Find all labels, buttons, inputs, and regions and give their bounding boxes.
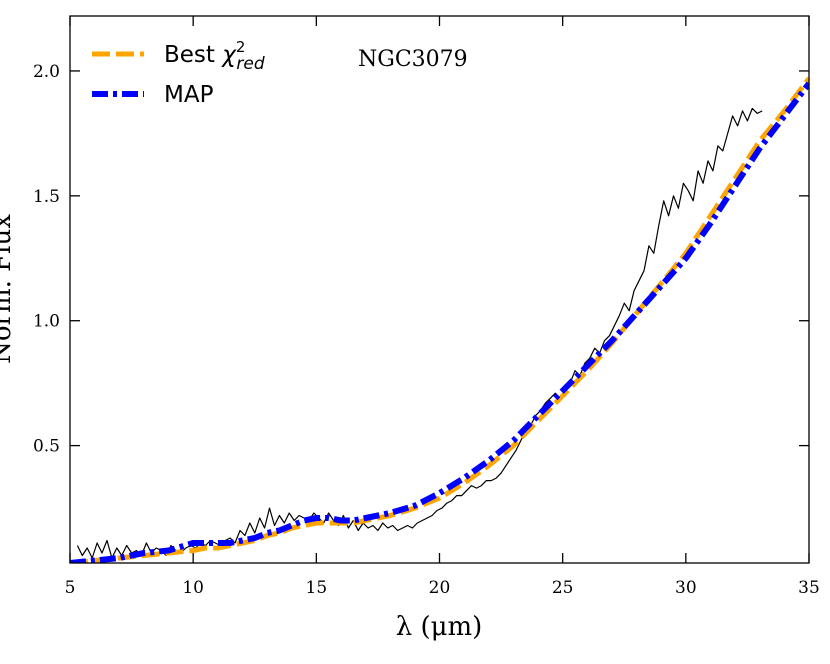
x-tick-label: 30: [675, 578, 697, 598]
x-tick-label: 20: [429, 578, 451, 598]
annotation-label: NGC3079: [358, 47, 468, 72]
y-tick-label: 0.5: [33, 437, 60, 457]
y-tick-label: 1.0: [33, 312, 60, 332]
series-line-observed: [76, 107, 763, 559]
x-tick-label: 10: [182, 578, 204, 598]
legend-label-best: Best χ2 red: [164, 38, 265, 74]
x-tick-label: 25: [552, 578, 574, 598]
y-tick-label: 1.5: [33, 187, 60, 207]
series-line-dashdot: [70, 81, 809, 563]
x-tick-label: 5: [65, 578, 76, 598]
x-axis-label: λ (μm): [396, 612, 483, 642]
axis-ticks: 5 10 15 20 25 30 35 0.5 1.0 1.5 2.0: [33, 16, 820, 598]
x-tick-label: 35: [798, 578, 820, 598]
y-axis-label: Norm. Flux: [0, 214, 17, 364]
x-tick-label: 15: [306, 578, 328, 598]
legend: Best χ2 red MAP: [92, 38, 265, 108]
y-tick-label: 2.0: [33, 62, 60, 82]
legend-label-map: MAP: [164, 82, 214, 108]
